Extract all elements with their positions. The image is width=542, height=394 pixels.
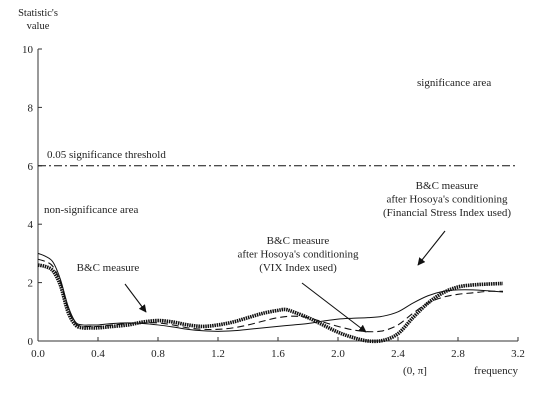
series-group	[37, 252, 504, 344]
x-axis-title: frequency	[474, 365, 518, 377]
x-tick-label: 2.4	[391, 348, 405, 360]
region-label-lower: non-significance area	[44, 204, 138, 216]
x-tick-label: 1.6	[271, 348, 285, 360]
annotation-2-line: after Hosoya's conditioning	[237, 249, 359, 261]
y-tick-label: 0	[28, 336, 34, 348]
x-tick-label: 2.0	[331, 348, 345, 360]
y-tick-label: 8	[28, 102, 34, 114]
annotation-2-line: (VIX Index used)	[259, 262, 337, 274]
y-tick-label: 2	[28, 278, 34, 290]
x-axis-domain-label: (0, π]	[403, 365, 427, 377]
x-tick-label: 1.2	[211, 348, 225, 360]
annotation-arrow-3	[417, 230, 446, 266]
region-label-upper: significance area	[417, 77, 491, 89]
x-tick-label: 0.8	[151, 348, 165, 360]
annotation-arrow-1	[124, 283, 147, 313]
x-tick-label: 2.8	[451, 348, 465, 360]
annotation-arrow-2	[301, 282, 367, 333]
x-tick-label: 0.4	[91, 348, 105, 360]
annotation-3-line: (Financial Stress Index used)	[383, 207, 511, 219]
y-axis-title: value	[27, 21, 50, 32]
x-tick-label: 3.2	[511, 348, 525, 360]
annotation-2-line: B&C measure	[267, 235, 330, 247]
threshold-label: 0.05 significance threshold	[47, 149, 166, 161]
annotation-3-line: after Hosoya's conditioning	[386, 194, 508, 206]
x-tick-label: 0.0	[31, 348, 45, 360]
y-axis-title: Statistic's	[18, 8, 58, 19]
axes: 0 2 4 6 8 10 0.0 0.4 0.8 1.2 1.6 2.0 2.4 2.8 3.2 Statis…	[18, 8, 525, 377]
series-line-2	[37, 258, 504, 333]
y-tick-label: 6	[28, 161, 34, 173]
y-tick-label: 10	[22, 44, 34, 56]
threshold: 0.05 significance threshold	[38, 149, 518, 167]
series-line-3	[37, 252, 504, 332]
annotation-3-line: B&C measure	[416, 180, 479, 192]
annotation-1-line: B&C measure	[77, 262, 140, 274]
series-line-1	[37, 263, 504, 344]
labels: significance area non-significance area B&…	[44, 77, 511, 333]
y-tick-label: 4	[28, 219, 34, 231]
